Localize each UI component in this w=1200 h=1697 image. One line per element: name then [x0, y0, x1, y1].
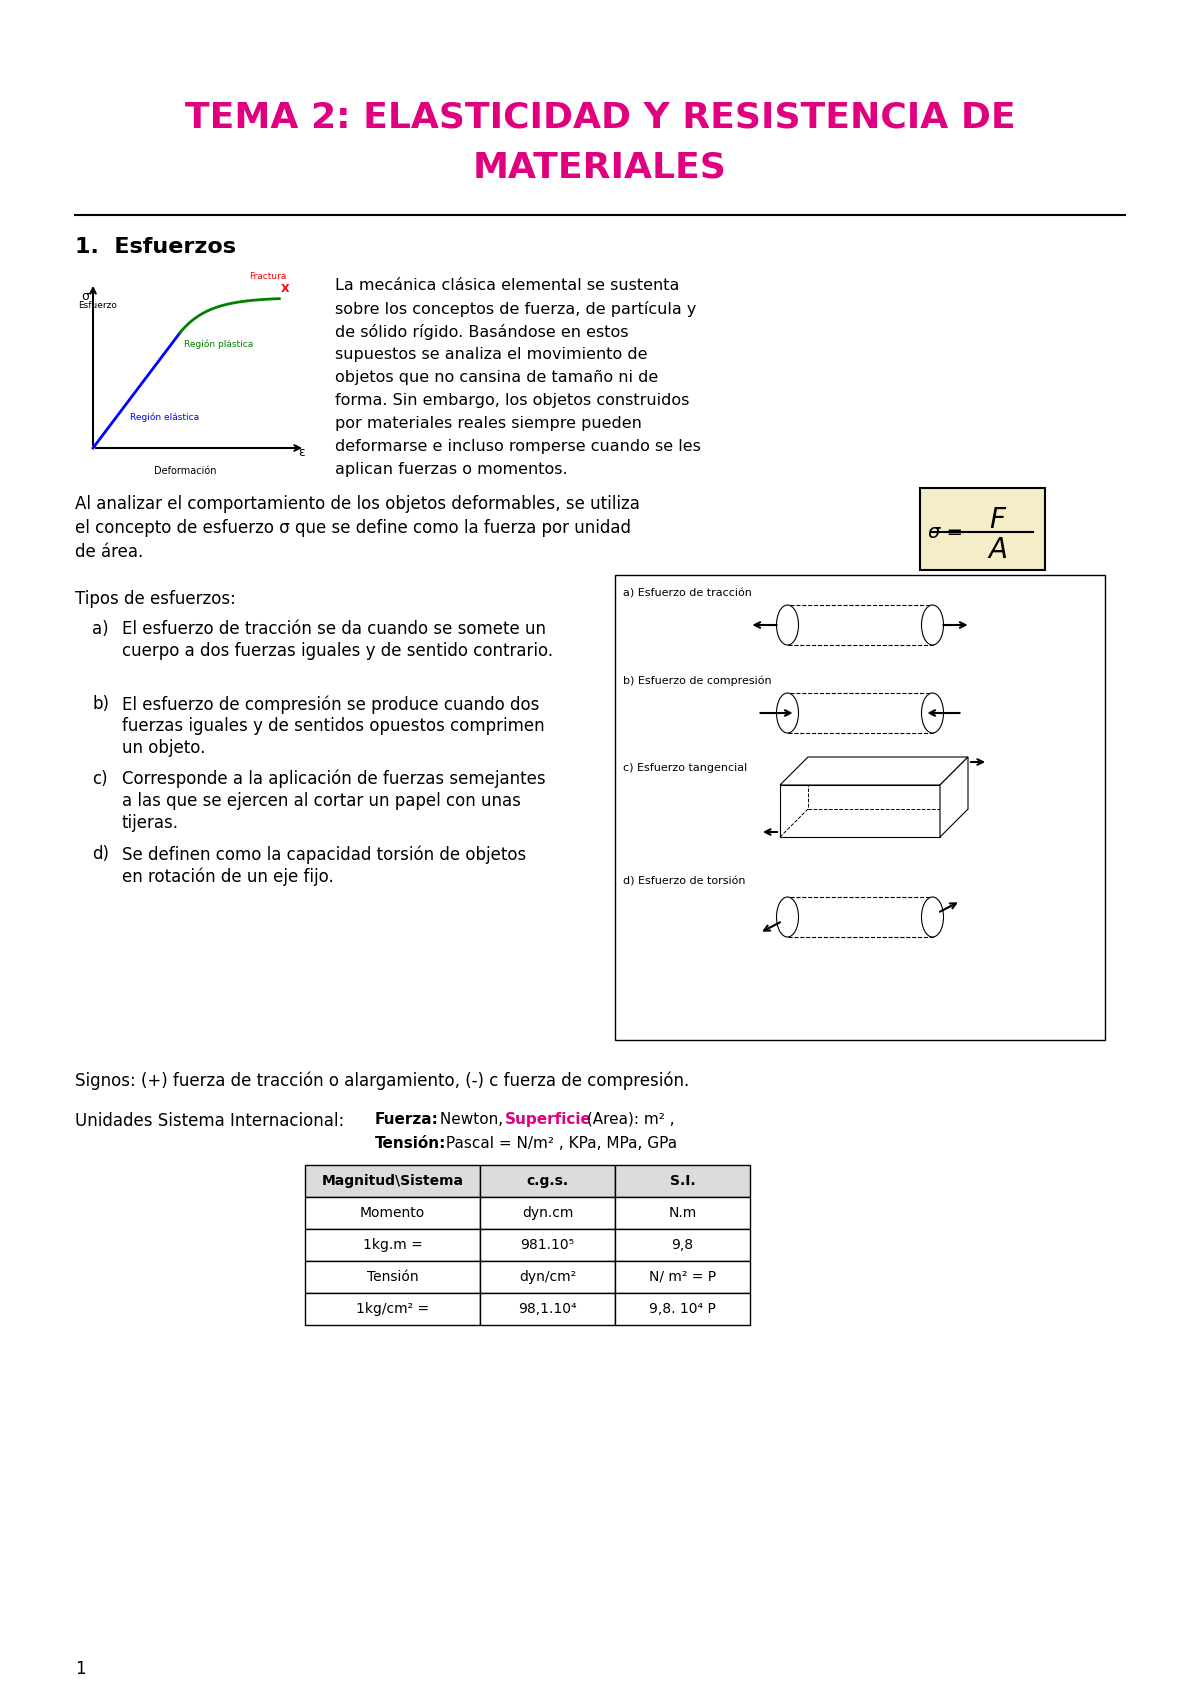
Text: Fuerza:: Fuerza: — [374, 1112, 439, 1127]
Bar — [480, 1261, 616, 1293]
Text: c): c) — [92, 770, 108, 787]
Text: Unidades Sistema Internacional:: Unidades Sistema Internacional: — [74, 1112, 344, 1130]
Text: Región elástica: Región elástica — [131, 412, 199, 423]
Text: TEMA 2: ELASTICIDAD Y RESISTENCIA DE: TEMA 2: ELASTICIDAD Y RESISTENCIA DE — [185, 100, 1015, 134]
Text: tijeras.: tijeras. — [122, 815, 179, 832]
Text: a las que se ejercen al cortar un papel con unas: a las que se ejercen al cortar un papel … — [122, 792, 521, 809]
Ellipse shape — [776, 898, 798, 937]
Text: de área.: de área. — [74, 543, 143, 562]
Text: 9,8: 9,8 — [672, 1239, 694, 1252]
Text: un objeto.: un objeto. — [122, 738, 205, 757]
Text: El esfuerzo de compresión se produce cuando dos: El esfuerzo de compresión se produce cua… — [122, 696, 539, 713]
Bar — [480, 1166, 616, 1196]
Text: deformarse e incluso romperse cuando se les: deformarse e incluso romperse cuando se … — [335, 440, 701, 455]
Text: Corresponde a la aplicación de fuerzas semejantes: Corresponde a la aplicación de fuerzas s… — [122, 770, 546, 789]
Bar — [305, 1196, 480, 1229]
Text: forma. Sin embargo, los objetos construidos: forma. Sin embargo, los objetos construi… — [335, 394, 689, 407]
Text: de sólido rígido. Basándose en estos: de sólido rígido. Basándose en estos — [335, 324, 629, 339]
Bar — [787, 898, 932, 937]
Text: 9,8. 10⁴ P: 9,8. 10⁴ P — [649, 1302, 716, 1315]
Text: Newton,: Newton, — [436, 1112, 508, 1127]
Text: d) Esfuerzo de torsión: d) Esfuerzo de torsión — [623, 877, 745, 888]
Bar — [305, 1166, 480, 1196]
Text: dyn.cm: dyn.cm — [522, 1207, 574, 1220]
Text: Tensión: Tensión — [367, 1269, 419, 1285]
Text: Región plástica: Región plástica — [184, 339, 253, 348]
Text: Fractura: Fractura — [250, 272, 287, 280]
Ellipse shape — [776, 692, 798, 733]
Bar — [616, 575, 1105, 1040]
Ellipse shape — [922, 606, 943, 645]
Text: σ =: σ = — [928, 523, 964, 541]
Bar — [616, 1196, 750, 1229]
Polygon shape — [780, 757, 968, 786]
Text: a) Esfuerzo de tracción: a) Esfuerzo de tracción — [623, 589, 752, 599]
Text: σ: σ — [82, 290, 89, 304]
Text: a): a) — [92, 619, 109, 638]
Text: Tipos de esfuerzos:: Tipos de esfuerzos: — [74, 591, 236, 608]
Text: MATERIALES: MATERIALES — [473, 149, 727, 183]
Bar — [480, 1293, 616, 1325]
Ellipse shape — [922, 692, 943, 733]
Text: dyn/cm²: dyn/cm² — [518, 1269, 576, 1285]
Bar — [305, 1229, 480, 1261]
Text: Deformación: Deformación — [154, 467, 216, 475]
Text: (Area): m² ,: (Area): m² , — [582, 1112, 674, 1127]
Text: N.m: N.m — [668, 1207, 697, 1220]
Text: 1kg/cm² =: 1kg/cm² = — [356, 1302, 430, 1315]
Ellipse shape — [922, 898, 943, 937]
Bar — [616, 1293, 750, 1325]
Text: S.I.: S.I. — [670, 1174, 695, 1188]
Text: fuerzas iguales y de sentidos opuestos comprimen: fuerzas iguales y de sentidos opuestos c… — [122, 718, 545, 735]
Text: F: F — [990, 506, 1006, 535]
Text: c) Esfuerzo tangencial: c) Esfuerzo tangencial — [623, 764, 748, 774]
Text: en rotación de un eje fijo.: en rotación de un eje fijo. — [122, 867, 334, 886]
Text: A: A — [988, 536, 1007, 563]
Bar — [616, 1229, 750, 1261]
Text: El esfuerzo de tracción se da cuando se somete un: El esfuerzo de tracción se da cuando se … — [122, 619, 546, 638]
Text: N/ m² = P: N/ m² = P — [649, 1269, 716, 1285]
Bar — [787, 692, 932, 733]
Bar — [616, 1261, 750, 1293]
Text: 1kg.m =: 1kg.m = — [362, 1239, 422, 1252]
Text: Signos: (+) fuerza de tracción o alargamiento, (-) c fuerza de compresión.: Signos: (+) fuerza de tracción o alargam… — [74, 1073, 689, 1091]
Text: b) Esfuerzo de compresión: b) Esfuerzo de compresión — [623, 675, 772, 686]
Text: ε: ε — [298, 446, 305, 458]
Text: Esfuerzo: Esfuerzo — [78, 300, 116, 311]
Text: objetos que no cansina de tamaño ni de: objetos que no cansina de tamaño ni de — [335, 370, 659, 385]
Bar — [305, 1293, 480, 1325]
Bar — [480, 1229, 616, 1261]
Text: por materiales reales siempre pueden: por materiales reales siempre pueden — [335, 416, 642, 431]
Ellipse shape — [776, 606, 798, 645]
Text: 981.10⁵: 981.10⁵ — [521, 1239, 575, 1252]
Bar — [480, 1196, 616, 1229]
Text: Se definen como la capacidad torsión de objetos: Se definen como la capacidad torsión de … — [122, 845, 527, 864]
Text: cuerpo a dos fuerzas iguales y de sentido contrario.: cuerpo a dos fuerzas iguales y de sentid… — [122, 641, 553, 660]
Text: Magnitud\Sistema: Magnitud\Sistema — [322, 1174, 463, 1188]
Text: el concepto de esfuerzo σ que se define como la fuerza por unidad: el concepto de esfuerzo σ que se define … — [74, 519, 631, 536]
Text: c.g.s.: c.g.s. — [527, 1174, 569, 1188]
Bar — [780, 786, 940, 837]
Bar — [305, 1261, 480, 1293]
Text: Tensión:: Tensión: — [374, 1135, 446, 1151]
Text: La mecánica clásica elemental se sustenta: La mecánica clásica elemental se sustent… — [335, 278, 679, 294]
Text: Momento: Momento — [360, 1207, 425, 1220]
Text: Pascal = N/m² , KPa, MPa, GPa: Pascal = N/m² , KPa, MPa, GPa — [442, 1135, 677, 1151]
Text: Superficie: Superficie — [505, 1112, 592, 1127]
Text: X: X — [281, 283, 289, 294]
Polygon shape — [940, 757, 968, 837]
Bar — [616, 1166, 750, 1196]
Text: d): d) — [92, 845, 109, 864]
FancyBboxPatch shape — [920, 489, 1045, 570]
Text: Al analizar el comportamiento de los objetos deformables, se utiliza: Al analizar el comportamiento de los obj… — [74, 496, 640, 512]
Text: 1.  Esfuerzos: 1. Esfuerzos — [74, 238, 236, 256]
Text: 1: 1 — [74, 1660, 85, 1678]
Text: b): b) — [92, 696, 109, 713]
Text: 98,1.10⁴: 98,1.10⁴ — [518, 1302, 577, 1315]
Text: aplican fuerzas o momentos.: aplican fuerzas o momentos. — [335, 462, 568, 477]
Text: sobre los conceptos de fuerza, de partícula y: sobre los conceptos de fuerza, de partíc… — [335, 300, 696, 317]
Bar — [787, 606, 932, 645]
Text: supuestos se analiza el movimiento de: supuestos se analiza el movimiento de — [335, 346, 648, 361]
